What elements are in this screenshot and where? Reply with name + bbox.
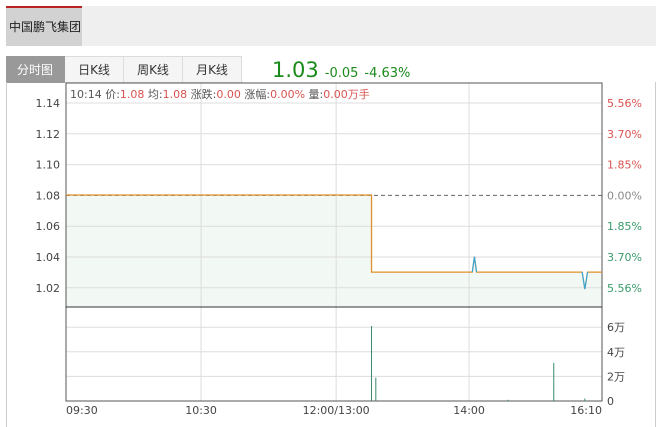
tab-intraday[interactable]: 分时图 <box>6 56 65 83</box>
price-area-fill <box>66 195 602 307</box>
info-pct: 0.00% <box>270 88 306 101</box>
price-tick-label: 1.06 <box>36 220 61 233</box>
price-spike <box>581 272 589 290</box>
price-tick-label: 1.08 <box>36 189 61 202</box>
info-pct-label: 涨幅: <box>244 88 271 101</box>
volume-tick-label: 4万 <box>607 346 625 359</box>
pct-tick-label: 5.56% <box>607 282 642 295</box>
current-price: 1.03 <box>272 58 319 82</box>
info-vol: 0.00万手 <box>323 88 370 101</box>
info-price-label: 价: <box>105 88 120 101</box>
info-chg: 0.00 <box>216 88 241 101</box>
price-change: -0.05 <box>324 66 359 81</box>
info-avg: 1.08 <box>162 88 188 101</box>
info-price: 1.08 <box>119 88 145 101</box>
price-tick-label: 1.14 <box>36 97 61 110</box>
info-chg-label: 涨跌: <box>190 88 217 101</box>
chart-frame <box>65 82 603 402</box>
info-avg-label: 均: <box>147 88 163 101</box>
volume-tick-label: 2万 <box>607 370 625 383</box>
pct-tick-label: 1.85% <box>607 159 642 172</box>
info-time: 10:14 <box>70 88 102 101</box>
volume-tick-label: 0 <box>607 395 614 408</box>
time-tick-label: 14:00 <box>453 404 485 417</box>
chart-type-tabs: 分时图 日K线 周K线 月K线 <box>6 56 242 83</box>
time-tick-label: 09:30 <box>66 404 98 417</box>
quote: 1.03 -0.05 -4.63% <box>272 58 410 82</box>
crosshair-info: 10:14 价:1.08 均:1.08 涨跌:0.00 涨幅:0.00% 量:0… <box>70 86 370 102</box>
chart-panel <box>6 82 656 427</box>
stock-name-tab[interactable]: 中国鹏飞集团 <box>6 6 82 46</box>
price-tick-label: 1.12 <box>36 128 61 141</box>
time-tick-label: 16:10 <box>570 404 602 417</box>
price-tick-label: 1.02 <box>36 282 61 295</box>
time-tick-label: 10:30 <box>185 404 217 417</box>
pct-tick-label: 0.00% <box>607 189 642 202</box>
price-tick-label: 1.10 <box>36 159 61 172</box>
pct-tick-label: 5.56% <box>607 97 642 110</box>
volume-tick-label: 6万 <box>607 321 625 334</box>
pct-tick-label: 1.85% <box>607 220 642 233</box>
price-change-pct: -4.63% <box>364 66 411 81</box>
stock-header-bar: 中国鹏飞集团 <box>6 6 656 46</box>
pct-tick-label: 3.70% <box>607 251 642 264</box>
pct-tick-label: 3.70% <box>607 128 642 141</box>
price-tick-label: 1.04 <box>36 251 61 264</box>
time-tick-label: 12:00/13:00 <box>303 404 370 417</box>
price-spike <box>471 256 478 273</box>
info-vol-label: 量: <box>308 88 324 101</box>
